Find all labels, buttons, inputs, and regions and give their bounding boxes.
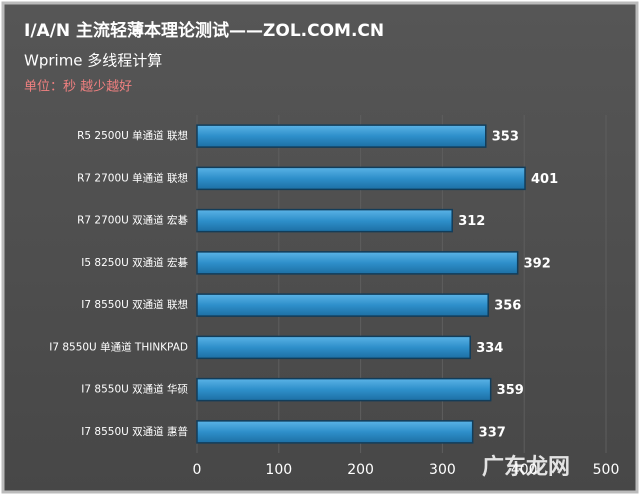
y-tick-label: I7 8550U 双通道 华硕 (81, 383, 188, 396)
x-tick-label: 200 (347, 462, 374, 478)
chart-title: I/A/N 主流轻薄本理论测试——ZOL.COM.CN (24, 20, 384, 41)
value-label: 359 (497, 383, 524, 398)
value-label: 337 (479, 425, 506, 440)
bar (196, 166, 526, 191)
value-label: 401 (531, 172, 558, 187)
bar (196, 124, 487, 148)
y-tick-label: I7 8550U 单通道 THINKPAD (49, 340, 188, 353)
y-tick-label: I5 8250U 双通道 宏碁 (81, 256, 188, 269)
x-tick-label: 0 (193, 462, 202, 478)
bar (196, 420, 474, 444)
bar (196, 335, 471, 360)
value-label: 312 (458, 214, 485, 229)
watermark: 广东龙网 (482, 454, 570, 480)
x-tick-label: 300 (429, 462, 456, 478)
bar (196, 251, 519, 275)
value-label: 392 (524, 256, 551, 271)
value-label: 356 (494, 299, 521, 314)
value-label: 353 (492, 130, 519, 145)
y-tick-label: R7 2700U 单通道 联想 (77, 171, 188, 184)
y-tick-label: R5 2500U 单通道 联想 (77, 129, 188, 142)
chart-subtitle: Wprime 多线程计算 (24, 52, 162, 70)
x-tick-label: 500 (593, 462, 620, 478)
y-tick-label: I7 8550U 双通道 联想 (81, 298, 188, 311)
bar (196, 293, 489, 317)
x-tick-label: 100 (265, 462, 292, 478)
value-label: 334 (476, 341, 503, 356)
bar (196, 208, 453, 233)
unit-note: 单位：秒 越少越好 (24, 80, 132, 95)
y-tick-label: I7 8550U 双通道 惠普 (81, 425, 188, 438)
x-tick-label: 400 (511, 462, 538, 478)
bar (196, 377, 492, 402)
y-tick-label: R7 2700U 双通道 宏碁 (77, 214, 188, 227)
